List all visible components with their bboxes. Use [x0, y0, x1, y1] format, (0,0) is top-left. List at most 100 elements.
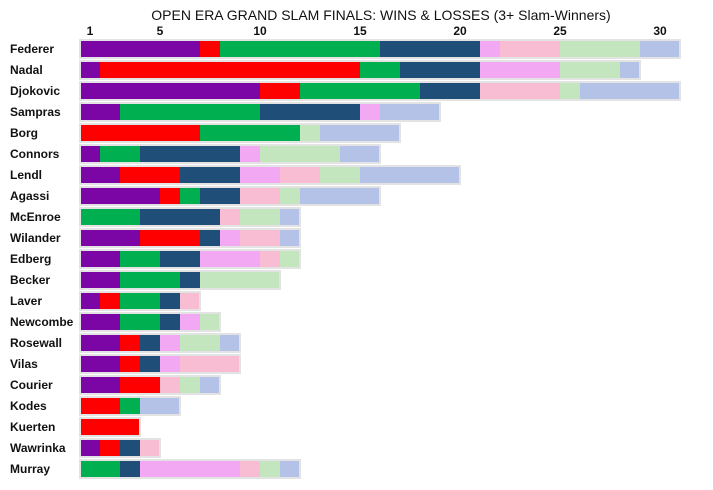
bar-segment-loss-usa [200, 376, 220, 394]
player-label: Nadal [10, 63, 43, 77]
bar-segment-win-wim [120, 271, 180, 289]
bar-segment-win-wim [180, 187, 200, 205]
bar-segment-loss-usa [640, 40, 680, 58]
bar-segment-loss-wim [560, 40, 640, 58]
player-rows: Federer Nadal Djokovic Sampras Borg Connors Le… [10, 39, 681, 479]
player-label: Kuerten [10, 420, 55, 434]
bar-segment-loss-aus [180, 313, 200, 331]
bar-outline [79, 60, 641, 80]
bar-segment-loss-aus [160, 355, 180, 373]
bar-segment-loss-wim [280, 250, 300, 268]
player-label: Laver [10, 294, 42, 308]
bar-segment-win-wim [120, 103, 260, 121]
bar-segment-win-fre [100, 439, 120, 457]
bar-segment-loss-fre [160, 376, 180, 394]
bar-segment-win-fre [260, 82, 300, 100]
bar-segment-loss-wim [180, 334, 220, 352]
bar-segment-win-aus [80, 187, 160, 205]
bar-segment-win-usa [140, 355, 160, 373]
bar-segment-win-usa [400, 61, 480, 79]
bar-segment-win-aus [80, 229, 140, 247]
bar-segment-loss-fre [500, 40, 560, 58]
bar-segment-loss-usa [360, 166, 460, 184]
bar-segment-win-fre [120, 166, 180, 184]
player-label: Agassi [10, 189, 49, 203]
bar-segment-loss-wim [200, 271, 280, 289]
bar-segment-win-fre [120, 376, 160, 394]
bar-segment-loss-fre [140, 439, 160, 457]
x-tick-label: 30 [653, 24, 667, 38]
bar-segment-loss-wim [320, 166, 360, 184]
bar-segment-win-usa [200, 187, 240, 205]
player-label: Becker [10, 273, 50, 287]
bar-segment-win-usa [160, 313, 180, 331]
bar-outline [79, 102, 441, 122]
bar-segment-win-fre [80, 124, 200, 142]
bar-segment-win-fre [200, 40, 220, 58]
bar-segment-loss-wim [240, 208, 280, 226]
bar-segment-win-fre [160, 187, 180, 205]
player-label: Rosewall [10, 336, 62, 350]
bar-outline [79, 417, 141, 437]
bar-segment-loss-usa [620, 61, 640, 79]
bar-segment-win-wim [120, 397, 140, 415]
bar-segment-loss-fre [240, 187, 280, 205]
x-tick-label: 1 [87, 24, 94, 38]
bar-segment-win-aus [80, 313, 120, 331]
bar-segment-loss-aus [240, 145, 260, 163]
x-tick-label: 25 [553, 24, 567, 38]
player-label: Murray [10, 462, 50, 476]
bar-segment-loss-wim [260, 460, 280, 478]
bar-outline [79, 333, 241, 353]
bar-segment-loss-wim [180, 376, 200, 394]
bar-segment-loss-aus [140, 460, 240, 478]
bar-segment-loss-usa [340, 145, 380, 163]
bar-outline [79, 396, 181, 416]
player-label: Newcombe [10, 315, 74, 329]
bar-segment-loss-usa [380, 103, 440, 121]
bar-segment-win-aus [80, 439, 100, 457]
bar-segment-loss-usa [280, 229, 300, 247]
bar-segment-win-usa [140, 145, 240, 163]
bar-segment-loss-fre [260, 250, 280, 268]
bar-segment-win-usa [200, 229, 220, 247]
bar-segment-win-aus [80, 145, 100, 163]
bar-segment-win-usa [380, 40, 480, 58]
player-label: Vilas [10, 357, 38, 371]
bar-outline [79, 354, 241, 374]
bar-segment-win-fre [100, 61, 360, 79]
player-label: Wawrinka [10, 441, 66, 455]
bar-segment-win-usa [420, 82, 480, 100]
bar-segment-win-wim [200, 124, 300, 142]
bar-segment-loss-wim [560, 82, 580, 100]
bar-segment-loss-aus [480, 61, 560, 79]
bar-segment-win-aus [80, 61, 100, 79]
bar-segment-loss-fre [220, 208, 240, 226]
bar-segment-loss-wim [280, 187, 300, 205]
bar-segment-win-aus [80, 40, 200, 58]
bar-segment-win-fre [140, 229, 200, 247]
bar-segment-loss-usa [280, 208, 300, 226]
bar-segment-win-aus [80, 355, 120, 373]
bar-segment-win-wim [100, 145, 140, 163]
x-tick-label: 15 [353, 24, 367, 38]
x-tick-label: 5 [157, 24, 164, 38]
bar-segment-loss-fre [180, 355, 240, 373]
bar-segment-win-usa [140, 334, 160, 352]
bar-outline [79, 144, 381, 164]
bar-outline [79, 81, 681, 101]
player-label: Kodes [10, 399, 47, 413]
bar-segment-win-aus [80, 166, 120, 184]
bar-segment-loss-fre [480, 82, 560, 100]
bar-outline [79, 186, 381, 206]
bar-segment-win-aus [80, 292, 100, 310]
bar-segment-win-usa [160, 250, 200, 268]
bar-segment-win-wim [220, 40, 380, 58]
player-label: McEnroe [10, 210, 61, 224]
bar-segment-loss-usa [280, 460, 300, 478]
bar-segment-loss-aus [240, 166, 280, 184]
bar-segment-loss-wim [260, 145, 340, 163]
player-label: Sampras [10, 105, 61, 119]
x-tick-label: 20 [453, 24, 467, 38]
